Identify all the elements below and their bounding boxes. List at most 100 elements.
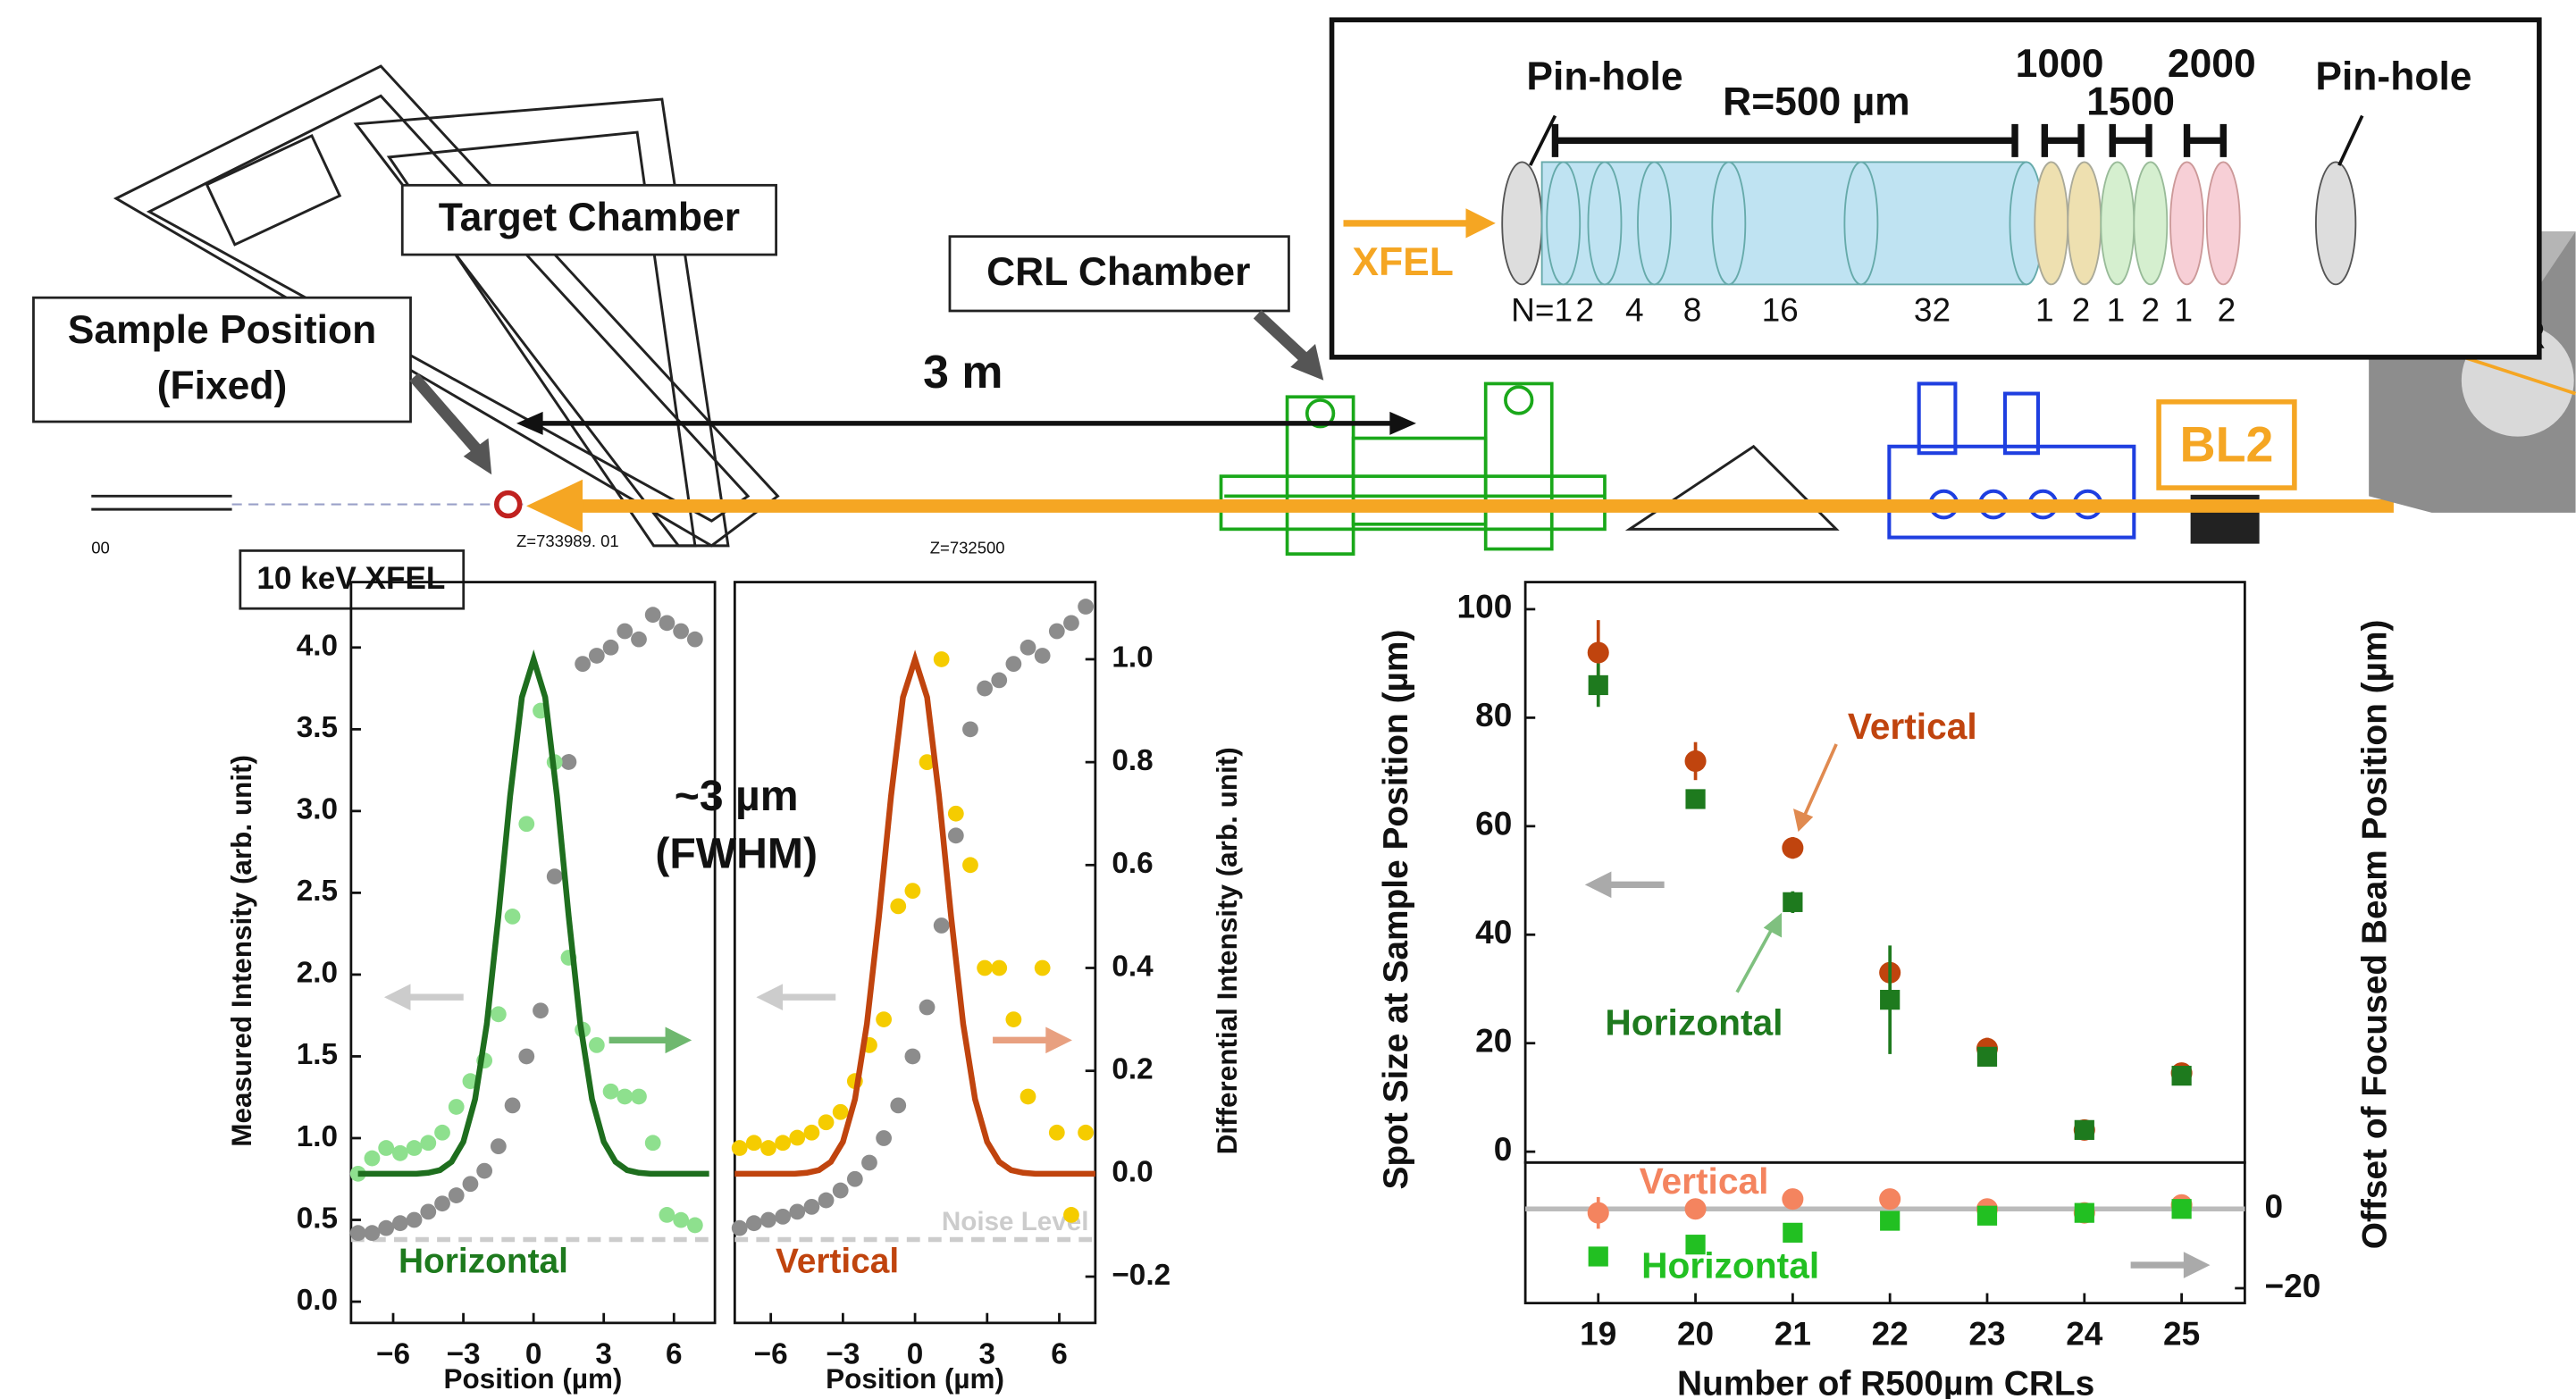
x-tick-label: −3 xyxy=(447,1338,481,1371)
z-label: Z=732500 xyxy=(930,538,1005,557)
data-point xyxy=(533,1002,549,1019)
inset-label: XFEL xyxy=(1352,240,1454,284)
fit-curve xyxy=(734,649,1095,1177)
data-point xyxy=(947,805,964,822)
data-point xyxy=(775,1135,792,1152)
callout-label: Target Chamber xyxy=(439,196,740,239)
sample-marker xyxy=(493,490,523,519)
data-point xyxy=(349,1225,366,1242)
data-point xyxy=(462,1073,479,1090)
callout-label: Sample Position xyxy=(68,308,376,352)
data-point xyxy=(977,959,993,976)
data-point xyxy=(1976,1205,1998,1226)
annotation: Vertical xyxy=(1640,1160,1769,1202)
y-tick-label: 2.0 xyxy=(297,957,338,990)
y2-tick-label: 0.8 xyxy=(1112,744,1153,777)
callout-arrow xyxy=(1253,309,1312,365)
data-point xyxy=(947,827,964,844)
beam-arrowhead xyxy=(526,479,583,533)
inset-label: 1500 xyxy=(2086,80,2175,123)
data-point xyxy=(364,1150,381,1167)
distance-arrow xyxy=(1389,411,1416,435)
data-point xyxy=(876,1130,892,1146)
data-point xyxy=(476,1162,493,1179)
direction-arrows xyxy=(383,743,2211,1278)
lens-count: 2 xyxy=(2218,291,2236,329)
data-point xyxy=(904,1048,921,1065)
lens-count: 1 xyxy=(2175,291,2194,329)
data-point xyxy=(504,1097,521,1114)
x-tick-label: 24 xyxy=(2066,1314,2103,1352)
y-tick-label: 80 xyxy=(1475,696,1512,733)
y2-tick-label: 0.4 xyxy=(1112,950,1154,983)
plot-frame xyxy=(1523,581,2246,1164)
y2-tick-label: 0.6 xyxy=(1112,847,1153,880)
data-point xyxy=(890,1097,907,1114)
z-label: Z=733989. 01 xyxy=(516,532,619,550)
data-point xyxy=(991,672,1008,689)
data-point xyxy=(1588,674,1608,696)
y-tick-label: 0 xyxy=(2265,1187,2284,1225)
data-point xyxy=(1588,1246,1608,1267)
callout-label: CRL Chamber xyxy=(986,250,1250,294)
data-point xyxy=(1005,1011,1022,1027)
data-point xyxy=(890,898,907,915)
data-point xyxy=(1078,1124,1094,1141)
y-tick-label: 4.0 xyxy=(297,630,338,663)
lens-count: 2 xyxy=(2072,291,2091,329)
y2-axis-label: Differential Intensity (arb. unit) xyxy=(1212,747,1243,1154)
data-point xyxy=(686,631,703,648)
data-point xyxy=(406,1211,423,1228)
y-tick-label: 0 xyxy=(1494,1130,1513,1168)
lens-count: 2 xyxy=(1575,291,1594,329)
inset-label: R=500 µm xyxy=(1723,80,1910,123)
data-point xyxy=(378,1219,395,1236)
x-tick-label: 25 xyxy=(2163,1314,2200,1352)
data-point xyxy=(2074,1119,2094,1140)
data-point xyxy=(1048,623,1065,640)
data-point xyxy=(462,1176,479,1193)
x-axis-label: Position (µm) xyxy=(826,1363,1004,1395)
data-point xyxy=(846,1170,863,1187)
x-tick-label: 20 xyxy=(1677,1314,1714,1352)
data-point xyxy=(490,1006,507,1023)
data-point xyxy=(631,631,647,648)
data-point xyxy=(391,1144,408,1161)
data-point xyxy=(760,1140,776,1156)
data-point xyxy=(1587,1202,1609,1224)
lens-count: 4 xyxy=(1625,291,1644,329)
data-point xyxy=(1880,1211,1901,1231)
data-point xyxy=(832,1182,849,1199)
distance-arrow xyxy=(516,411,543,435)
data-point xyxy=(434,1195,450,1212)
x-tick-label: 0 xyxy=(525,1338,542,1371)
data-point xyxy=(962,721,978,738)
data-point xyxy=(991,959,1008,976)
data-point xyxy=(644,1135,661,1152)
data-point xyxy=(1782,1188,1804,1211)
annotation: Horizontal xyxy=(1641,1245,1819,1286)
data-point xyxy=(1063,615,1079,632)
x-tick-label: 0 xyxy=(907,1338,924,1371)
y-tick-label: 2.5 xyxy=(297,875,338,908)
callout-arrow xyxy=(1290,344,1324,381)
y2-tick-label: 0.2 xyxy=(1112,1052,1153,1085)
y-tick-label: 20 xyxy=(1475,1021,1512,1059)
x-tick-label: 3 xyxy=(595,1338,612,1371)
data-point xyxy=(1587,641,1609,664)
callout-box xyxy=(32,296,412,423)
data-point xyxy=(602,1083,619,1100)
data-point xyxy=(1685,1235,1706,1255)
data-point xyxy=(448,1187,465,1203)
annotation: Horizontal xyxy=(399,1242,568,1280)
data-point xyxy=(789,1203,806,1220)
x-tick-label: 19 xyxy=(1580,1314,1616,1352)
crl-chamber-drawing xyxy=(1219,381,1607,556)
data-point xyxy=(518,816,535,833)
z-label: 00 xyxy=(91,538,110,557)
callout-label: (Fixed) xyxy=(157,364,288,408)
data-point xyxy=(933,651,950,667)
annotation: Vertical xyxy=(776,1242,899,1280)
